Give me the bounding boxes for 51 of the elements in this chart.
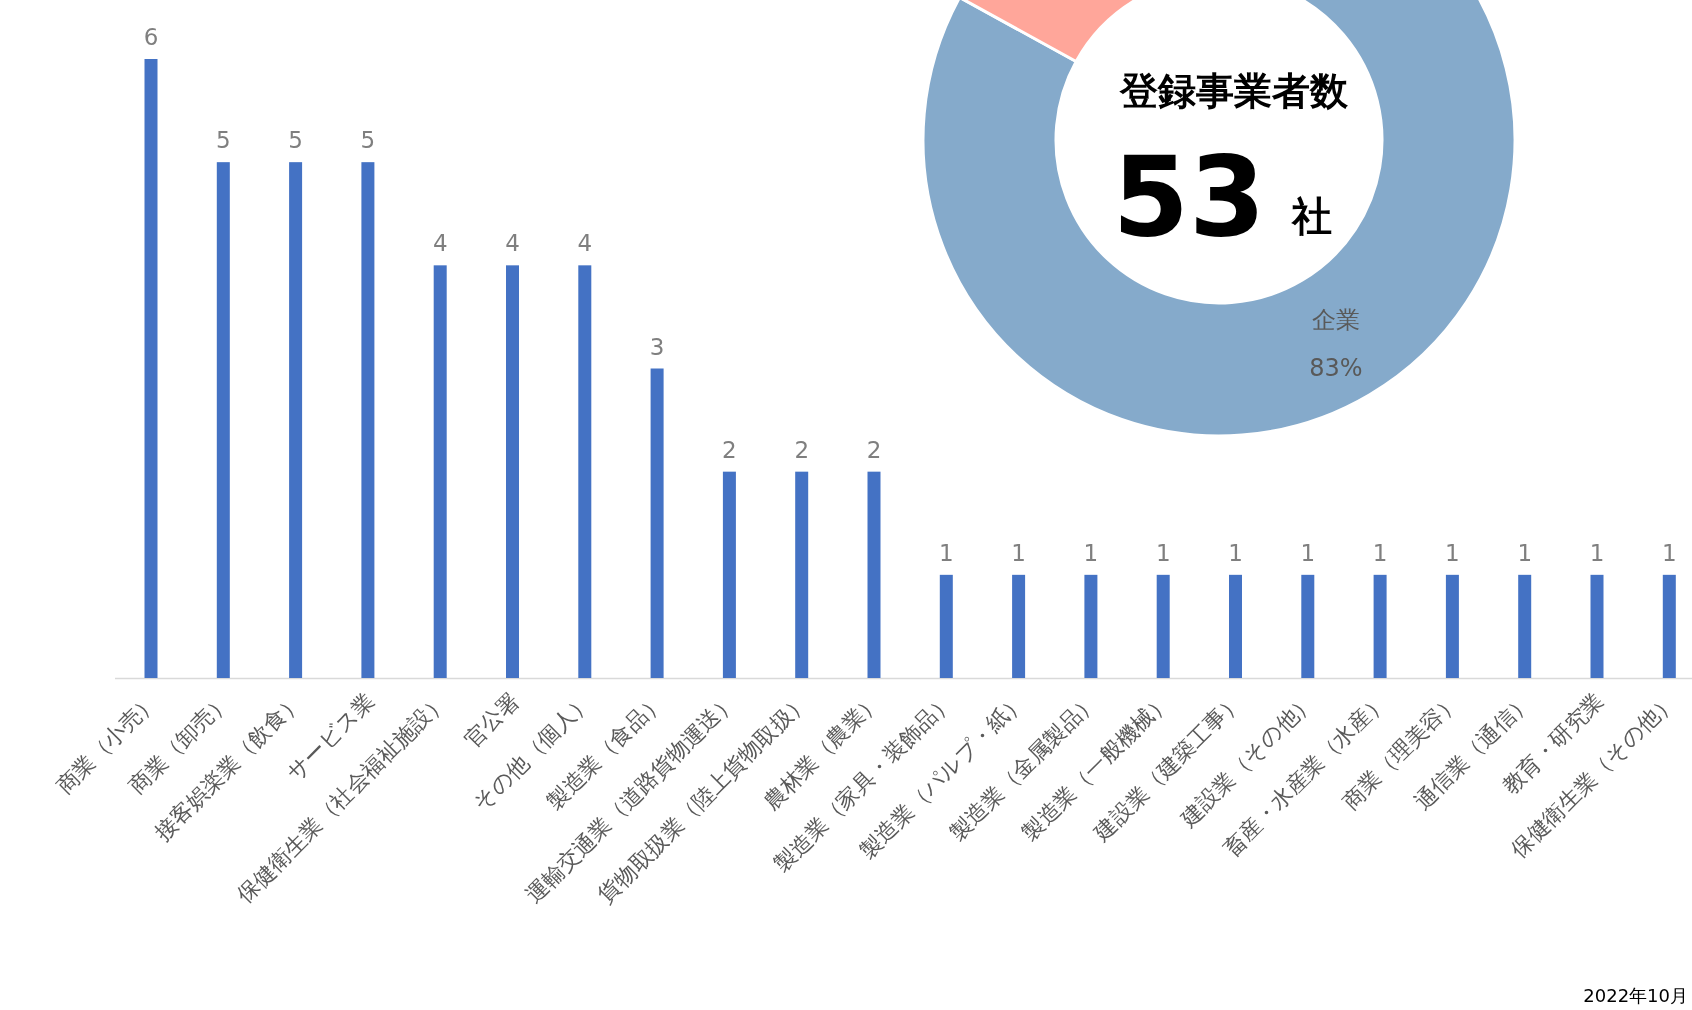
bar [1590, 574, 1604, 678]
data-label: 3 [649, 333, 665, 360]
annotation: 53 [1112, 133, 1266, 261]
annotation: 登録事業者数 [1119, 69, 1349, 113]
data-label: 4 [577, 230, 593, 257]
data-label: 6 [143, 24, 159, 50]
data-label: 1 [1589, 539, 1605, 566]
bar [1229, 574, 1242, 678]
bar [361, 162, 375, 678]
data-label: 1 [1300, 539, 1316, 566]
data-label: 83% [1309, 353, 1363, 382]
slice-label: 企業 [1311, 305, 1360, 334]
data-label: 1 [1445, 539, 1460, 566]
bar [1301, 574, 1315, 678]
bar [289, 162, 303, 678]
bar [1156, 574, 1170, 678]
data-label: 1 [1011, 539, 1026, 566]
data-label: 1 [1228, 539, 1243, 566]
data-label: 5 [360, 127, 376, 154]
bar [216, 162, 230, 678]
x-tick-label: 官公署 [459, 687, 525, 753]
data-label: 1 [1517, 539, 1533, 566]
bar [1012, 574, 1026, 678]
bar [1373, 574, 1387, 678]
annotation: 社 [1291, 193, 1332, 239]
bar [506, 265, 519, 678]
bar [722, 471, 736, 678]
bar [578, 265, 592, 678]
bar [939, 574, 953, 678]
data-label: 2 [794, 436, 810, 463]
bar [1084, 574, 1098, 678]
data-label: 2 [722, 436, 737, 463]
bar [1518, 574, 1532, 678]
bar [144, 59, 158, 678]
data-label: 5 [288, 127, 303, 154]
data-label: 4 [505, 230, 520, 257]
bar [1662, 574, 1676, 678]
data-label: 5 [215, 127, 231, 154]
data-label: 4 [432, 230, 448, 257]
text: 2022年10月 [1583, 985, 1688, 1006]
bar [1445, 574, 1459, 678]
data-label: 1 [1372, 539, 1388, 566]
data-label: 1 [1083, 539, 1099, 566]
data-label: 1 [938, 539, 954, 566]
bar [867, 471, 881, 678]
data-label: 1 [1661, 539, 1677, 566]
bar [433, 265, 447, 678]
data-label: 1 [1155, 539, 1171, 566]
bar [795, 471, 809, 678]
data-label: 2 [866, 436, 882, 463]
bar [650, 368, 664, 678]
